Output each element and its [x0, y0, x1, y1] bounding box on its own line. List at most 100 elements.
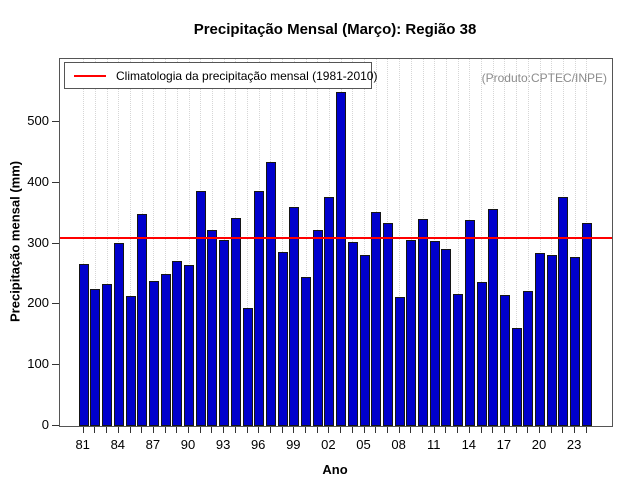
gridline-2012: [445, 59, 447, 426]
bar-2000: [301, 277, 311, 426]
x-tick-1988: [164, 427, 166, 433]
bar-2010: [418, 219, 428, 426]
bar-2007: [382, 223, 393, 426]
gridline-1998: [282, 59, 284, 426]
x-tick-2004: [351, 427, 353, 433]
x-tick-1983: [106, 427, 108, 433]
bar-2002: [324, 196, 335, 426]
x-tick-1998: [281, 427, 283, 433]
bar-1991: [195, 191, 206, 426]
watermark-produto: (Produto:CPTEC/INPE): [481, 71, 607, 85]
bar-1994: [230, 218, 241, 426]
bar-1992: [207, 230, 218, 426]
y-tick-label-300: 300: [27, 234, 49, 250]
x-tick-2000: [305, 427, 306, 433]
x-tick-2010: [422, 427, 423, 433]
bar-1982: [90, 289, 101, 426]
bar-1987: [148, 281, 159, 426]
bar-1996: [254, 190, 265, 426]
x-tick-label-1981: 81: [75, 437, 90, 452]
bar-2006: [371, 212, 382, 426]
bar-2001: [312, 230, 323, 426]
gridline-1987: [153, 59, 155, 426]
x-tick-label-2017: 17: [496, 437, 512, 452]
bar-1997: [265, 162, 276, 426]
bar-2016: [488, 209, 499, 426]
x-tick-label-2011: 11: [426, 437, 441, 452]
x-tick-2020: [539, 427, 540, 433]
x-tick-2003: [340, 427, 342, 433]
x-tick-1982: [94, 427, 96, 433]
gridline-1989: [176, 59, 178, 426]
y-tick-300: [52, 242, 59, 244]
gridline-2017: [504, 59, 506, 426]
x-tick-label-1984: 84: [110, 437, 126, 452]
chart-title: Precipitação Mensal (Março): Região 38: [193, 21, 477, 38]
bar-2018: [511, 328, 522, 426]
bar-1990: [184, 264, 194, 426]
bar-2004: [347, 241, 358, 426]
legend-label: Climatologia da precipitação mensal (198…: [116, 68, 378, 83]
x-tick-2014: [468, 427, 470, 433]
bar-2017: [499, 294, 510, 426]
x-tick-1993: [223, 427, 225, 433]
bar-2022: [558, 196, 569, 426]
x-tick-2017: [503, 427, 505, 433]
climatology-line: [60, 237, 612, 240]
y-tick-200: [52, 303, 59, 305]
bar-2012: [441, 249, 452, 426]
x-tick-1990: [188, 427, 189, 433]
x-tick-1996: [258, 427, 260, 433]
x-tick-2024: [585, 427, 587, 433]
bar-1986: [137, 213, 148, 426]
bar-1998: [277, 251, 288, 426]
x-tick-2008: [398, 427, 400, 433]
x-tick-1989: [176, 427, 178, 433]
x-tick-label-2023: 23: [566, 437, 582, 452]
y-tick-500: [52, 121, 59, 123]
gridline-2018: [516, 59, 518, 426]
x-tick-1992: [211, 427, 213, 433]
bar-2005: [359, 255, 370, 426]
x-tick-1995: [246, 427, 248, 433]
x-tick-2001: [316, 427, 318, 433]
gridline-2023: [574, 59, 576, 426]
x-tick-2012: [445, 427, 447, 433]
x-tick-label-2008: 08: [391, 437, 406, 452]
bar-1988: [160, 274, 171, 426]
gridline-1988: [165, 59, 167, 426]
bar-2008: [394, 296, 405, 426]
bar-2023: [570, 257, 581, 426]
bar-2009: [406, 240, 417, 426]
bar-2020: [535, 253, 545, 426]
bar-1985: [125, 295, 136, 426]
y-tick-label-500: 500: [27, 113, 49, 129]
x-tick-2013: [457, 427, 459, 433]
x-tick-1981: [82, 427, 84, 433]
bar-2021: [546, 255, 557, 426]
gridline-1981: [83, 59, 85, 426]
gridline-2020: [539, 59, 541, 426]
x-tick-2022: [562, 427, 564, 433]
y-tick-label-0: 0: [41, 417, 49, 432]
y-tick-0: [52, 425, 59, 426]
x-tick-2016: [492, 427, 494, 433]
x-tick-2023: [574, 427, 576, 433]
y-tick-400: [52, 181, 59, 183]
gridline-2019: [527, 59, 529, 426]
x-tick-label-2020: 20: [531, 437, 547, 452]
x-tick-2019: [527, 427, 529, 433]
bar-1989: [172, 260, 183, 426]
bar-2014: [464, 220, 475, 426]
bar-1983: [102, 284, 113, 426]
gridline-2008: [399, 59, 401, 426]
x-tick-1994: [234, 427, 236, 433]
x-tick-2009: [410, 427, 412, 433]
x-tick-label-1999: 99: [286, 437, 301, 452]
x-tick-2006: [375, 427, 377, 433]
y-tick-100: [52, 364, 59, 366]
x-tick-label-1993: 93: [215, 437, 231, 452]
bar-1984: [113, 242, 124, 426]
y-tick-label-400: 400: [27, 173, 49, 189]
gridline-2015: [481, 59, 482, 426]
